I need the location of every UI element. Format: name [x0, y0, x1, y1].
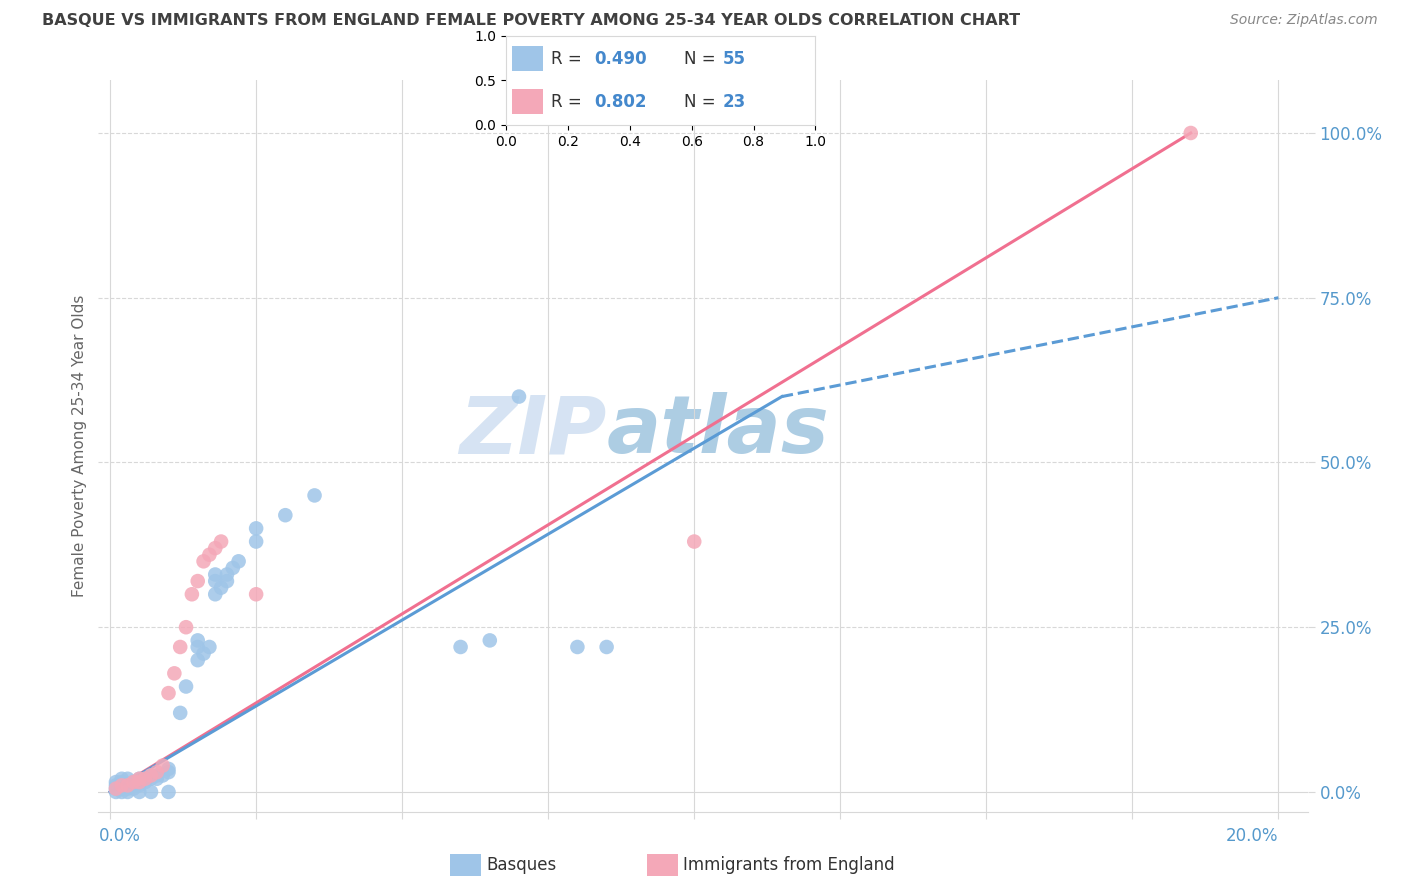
Point [209, 534, 232, 549]
Text: BASQUE VS IMMIGRANTS FROM ENGLAND FEMALE POVERTY AMONG 25-34 YEAR OLDS CORRELATI: BASQUE VS IMMIGRANTS FROM ENGLAND FEMALE… [42, 13, 1021, 29]
Text: 0.802: 0.802 [595, 93, 647, 111]
Point [134, 772, 156, 786]
Text: N =: N = [683, 50, 721, 68]
Text: 20.0%: 20.0% [1226, 828, 1278, 846]
Text: R =: R = [551, 93, 588, 111]
Text: 0.490: 0.490 [595, 50, 647, 68]
Point [567, 640, 589, 654]
Point [204, 587, 226, 601]
Point [157, 686, 180, 700]
Point [122, 775, 145, 789]
Point [104, 775, 127, 789]
Point [146, 772, 169, 786]
Point [187, 653, 209, 667]
Point [128, 778, 150, 792]
Text: 23: 23 [723, 93, 747, 111]
Text: Immigrants from England: Immigrants from England [683, 856, 896, 874]
Point [111, 772, 134, 786]
Point [122, 775, 145, 789]
Bar [450, 855, 481, 876]
Point [104, 778, 127, 792]
Point [180, 587, 202, 601]
Text: atlas: atlas [606, 392, 830, 470]
Point [187, 633, 209, 648]
Text: 55: 55 [723, 50, 745, 68]
Point [117, 778, 139, 792]
Point [245, 587, 267, 601]
Point [163, 666, 186, 681]
Point [198, 640, 221, 654]
Point [139, 785, 162, 799]
Bar [647, 855, 678, 876]
Point [274, 508, 297, 523]
Bar [512, 89, 543, 114]
Point [193, 647, 215, 661]
Point [174, 680, 197, 694]
Point [128, 775, 150, 789]
Point [245, 521, 267, 535]
Point [245, 534, 267, 549]
Text: Basques: Basques [486, 856, 557, 874]
Point [117, 772, 139, 786]
Point [128, 775, 150, 789]
Point [204, 541, 226, 556]
Point [508, 390, 530, 404]
Point [595, 640, 617, 654]
Point [111, 785, 134, 799]
Point [117, 785, 139, 799]
Point [157, 762, 180, 776]
Point [139, 768, 162, 782]
Point [198, 548, 221, 562]
Point [222, 561, 245, 575]
Point [111, 778, 134, 792]
Text: 0.0%: 0.0% [98, 828, 141, 846]
Point [683, 534, 706, 549]
Point [304, 488, 326, 502]
Point [204, 567, 226, 582]
Point [146, 768, 169, 782]
Point [169, 640, 191, 654]
Point [122, 781, 145, 796]
Point [128, 785, 150, 799]
Point [122, 778, 145, 792]
Point [157, 785, 180, 799]
Point [104, 781, 127, 796]
Point [1180, 126, 1202, 140]
Text: Source: ZipAtlas.com: Source: ZipAtlas.com [1230, 13, 1378, 28]
Point [157, 765, 180, 780]
Text: R =: R = [551, 50, 588, 68]
Text: ZIP: ZIP [458, 392, 606, 470]
Point [117, 781, 139, 796]
Point [215, 574, 238, 588]
Point [134, 775, 156, 789]
Point [117, 778, 139, 792]
Text: N =: N = [683, 93, 721, 111]
Point [187, 574, 209, 588]
Point [174, 620, 197, 634]
Point [128, 772, 150, 786]
Point [209, 581, 232, 595]
Point [111, 775, 134, 789]
Point [139, 772, 162, 786]
Point [228, 554, 250, 568]
Point [152, 768, 174, 782]
Point [169, 706, 191, 720]
Point [204, 574, 226, 588]
Point [152, 758, 174, 772]
Y-axis label: Female Poverty Among 25-34 Year Olds: Female Poverty Among 25-34 Year Olds [72, 295, 87, 597]
Bar [512, 46, 543, 71]
Point [478, 633, 501, 648]
Point [215, 567, 238, 582]
Point [187, 640, 209, 654]
Point [146, 765, 169, 780]
Point [111, 778, 134, 792]
Point [104, 785, 127, 799]
Point [104, 781, 127, 796]
Point [139, 768, 162, 782]
Point [111, 781, 134, 796]
Point [134, 772, 156, 786]
Point [193, 554, 215, 568]
Point [128, 772, 150, 786]
Point [450, 640, 472, 654]
